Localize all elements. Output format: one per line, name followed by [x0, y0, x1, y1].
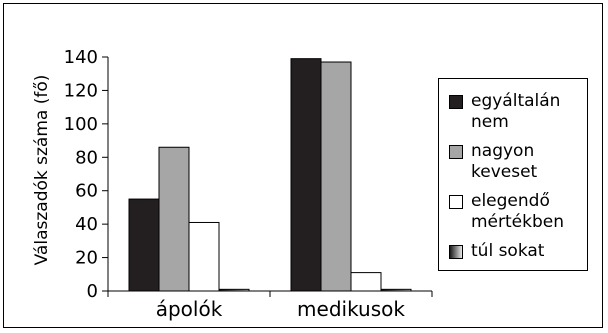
- y-axis-title: Válaszadók száma (fő): [32, 75, 52, 266]
- legend-label-line1: túl sokat: [471, 241, 545, 261]
- bar: [158, 146, 190, 292]
- y-axis: 0 20 40 60 80 100 120 140: [64, 47, 109, 302]
- legend-label-line1: elegendő: [471, 191, 550, 211]
- x-axis: ápolók medikusok: [107, 290, 433, 321]
- bar: [290, 58, 322, 292]
- legend-swatch-egyaltalan-nem: [449, 95, 463, 109]
- y-tick-label: 40: [75, 214, 98, 235]
- bar: [320, 61, 352, 292]
- legend-swatch-nagyon-keveset: [449, 145, 463, 159]
- y-tick-label: 80: [75, 147, 98, 168]
- legend-label: elegendő mértékben: [471, 191, 591, 233]
- y-tick-label: 120: [64, 80, 98, 101]
- legend-label-line2: nem: [471, 112, 509, 132]
- legend-label-line2: mértékben: [471, 212, 565, 232]
- bar: [218, 288, 250, 292]
- y-tick-label: 140: [64, 47, 98, 68]
- legend-label: túl sokat: [471, 241, 591, 262]
- legend-label: egyáltalán nem: [471, 91, 591, 133]
- legend-label-line1: nagyon: [471, 141, 535, 161]
- bar: [350, 272, 382, 292]
- y-tick-label: 60: [75, 181, 98, 202]
- legend-swatch-elegendo-mertekben: [449, 195, 463, 209]
- legend: egyáltalán nem nagyon keveset elegendő m…: [438, 78, 588, 271]
- y-tick-label: 0: [87, 281, 98, 302]
- legend-label-line2: keveset: [471, 162, 538, 182]
- x-category-label: ápolók: [156, 297, 223, 321]
- legend-label: nagyon keveset: [471, 141, 591, 183]
- bar: [128, 198, 160, 292]
- bar: [188, 221, 220, 292]
- legend-label-line1: egyáltalán: [471, 91, 561, 111]
- bar: [380, 288, 412, 292]
- y-tick-label: 20: [75, 248, 98, 269]
- x-category-label: medikusok: [297, 297, 405, 321]
- legend-swatch-tul-sokat: [449, 245, 463, 259]
- y-tick-label: 100: [64, 114, 98, 135]
- bars: [128, 58, 412, 292]
